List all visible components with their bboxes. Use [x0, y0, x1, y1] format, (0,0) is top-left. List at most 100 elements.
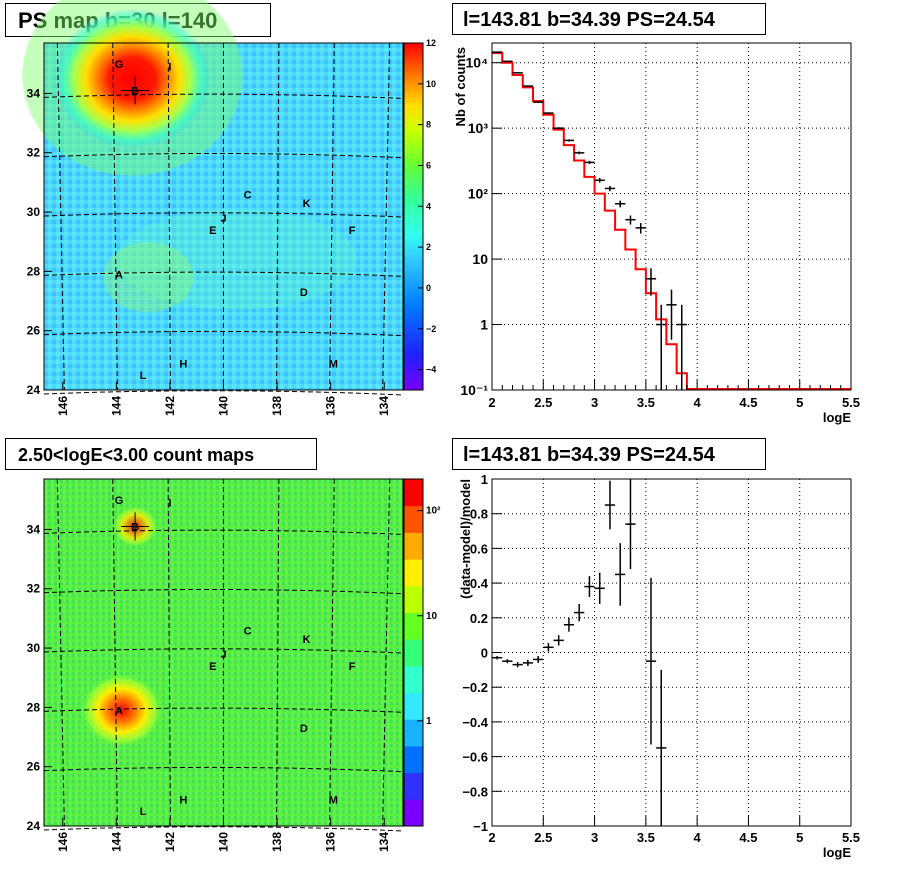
x-tick-label: 134: [377, 396, 391, 416]
latitude-gridline: [43, 588, 404, 595]
colorbar-segment: [404, 692, 423, 720]
longitude-gridline: [56, 478, 65, 827]
colorbar-segment: [404, 585, 423, 613]
colorbar-segment: [404, 639, 423, 667]
source-label-g: G: [115, 59, 124, 71]
x-tick-label: 4: [694, 830, 702, 845]
x-tick-label: 5.5: [842, 395, 860, 410]
source-label-c: C: [244, 189, 252, 201]
y-tick-label: −0.6: [462, 750, 488, 765]
plot-area: [492, 479, 851, 826]
spectrum-panel: 2 2.5 3 3.5 4 4.5 5 5.5 10⁴ 10³ 10² 10 1 10⁻¹ logE Nb o…: [453, 42, 860, 425]
y-tick-label: 0.8: [470, 507, 488, 522]
y-tick-label: −1: [473, 819, 488, 834]
x-tick-label: 134: [377, 832, 391, 852]
x-tick-label: 3: [591, 830, 598, 845]
source-label-m: M: [329, 794, 338, 806]
colorbar-tick-label: −2: [426, 324, 436, 334]
colorbar-segment: [404, 479, 423, 507]
latitude-gridline: [43, 152, 404, 159]
source-label-k: K: [303, 198, 311, 210]
colorbar-segment: [404, 559, 423, 587]
source-label-i: I: [168, 62, 171, 74]
y-tick-label: 0.6: [470, 541, 488, 556]
y-tick-label: 24: [27, 383, 41, 397]
colorbar-tick-label: 0: [426, 283, 431, 293]
longitude-gridline: [112, 478, 118, 827]
colorbar-tick-label: 12: [426, 38, 436, 48]
colorbar-tick-label: 2: [426, 242, 431, 252]
y-tick-label: 30: [27, 205, 41, 219]
y-tick-label: 28: [27, 700, 41, 714]
hotspot: [54, 8, 211, 149]
x-tick-label: 5.5: [842, 830, 860, 845]
source-label-f: F: [349, 225, 356, 237]
x-tick-label: 5: [796, 395, 803, 410]
y-tick-label: 10: [472, 251, 488, 267]
y-tick-label: 32: [27, 146, 41, 160]
x-tick-label: 138: [270, 396, 284, 416]
x-tick-label: 3.5: [637, 830, 655, 845]
colorbar-segment: [404, 505, 423, 533]
source-label-m: M: [329, 358, 338, 370]
x-tick-label: 146: [56, 832, 70, 852]
x-axis-label: logE: [823, 410, 851, 425]
latitude-gridline: [43, 271, 404, 277]
latitude-gridline: [43, 707, 404, 713]
count-map-title: 2.50<logE<3.00 count maps: [5, 438, 317, 470]
y-tick-label: 0.2: [470, 611, 488, 626]
longitude-gridline: [112, 42, 118, 391]
hotspot: [81, 674, 162, 747]
y-tick-label: 24: [27, 819, 41, 833]
source-label-j: J: [220, 649, 226, 661]
x-tick-label: 2: [488, 395, 495, 410]
colorbar-tick-label: 6: [426, 160, 431, 170]
colorbar-tick-label: 1: [426, 716, 432, 727]
longitude-gridline: [382, 42, 391, 391]
y-tick-label: −0.2: [462, 680, 488, 695]
source-label-c: C: [244, 625, 252, 637]
source-label-a: A: [115, 705, 123, 717]
source-label-l: L: [140, 806, 147, 818]
source-label-a: A: [115, 269, 123, 281]
source-label-k: K: [303, 634, 311, 646]
source-label-h: H: [179, 358, 187, 370]
y-tick-label: 10²: [468, 186, 489, 202]
source-label-j: J: [220, 213, 226, 225]
source-label-d: D: [300, 723, 308, 735]
y-tick-label: 10⁴: [466, 55, 489, 71]
y-tick-label: 1: [481, 472, 488, 487]
colorbar-frame: [403, 478, 424, 827]
x-tick-label: 3.5: [637, 395, 655, 410]
x-tick-label: 142: [163, 396, 177, 416]
colorbar-segment: [404, 612, 423, 640]
colorbar-tick-label: 10: [426, 611, 438, 622]
source-label-f: F: [349, 661, 356, 673]
source-label-e: E: [209, 661, 216, 673]
diffuse-excess: [116, 209, 357, 310]
x-tick-label: 136: [324, 396, 338, 416]
residual-panel: 2 2.5 3 3.5 4 4.5 5 5.5 1 0.8 0.6 0.4 0.2 0 −0.2 −0.4 −0…: [458, 472, 860, 860]
residual-title: l=143.81 b=34.39 PS=24.54: [452, 438, 766, 470]
x-tick-label: 3: [591, 395, 598, 410]
longitude-gridline: [167, 42, 171, 391]
colorbar-tick-label: 8: [426, 120, 431, 130]
colorbar-segment: [404, 745, 423, 774]
y-tick-label: 0.4: [470, 576, 489, 591]
y-tick-label: −0.4: [462, 715, 488, 730]
ps-map-panel: GIBCKJEFADHML146144142140138136134343230…: [22, 0, 436, 416]
count-map-panel: GIBCKJEFADHML146144142140138136134343230…: [27, 478, 441, 852]
spectrum-title: l=143.81 b=34.39 PS=24.54: [452, 3, 766, 35]
source-label-e: E: [209, 225, 216, 237]
x-tick-label: 2.5: [534, 395, 552, 410]
colorbar-tick-label: 10²: [426, 506, 441, 517]
longitude-gridline: [329, 42, 335, 391]
colorbar-tick-label: 4: [426, 201, 431, 211]
source-label-i: I: [168, 498, 171, 510]
x-tick-label: 4.5: [739, 830, 757, 845]
x-tick-label: 146: [56, 396, 70, 416]
longitude-gridline: [167, 478, 171, 827]
colorbar-segment: [404, 532, 423, 560]
source-label-h: H: [179, 794, 187, 806]
